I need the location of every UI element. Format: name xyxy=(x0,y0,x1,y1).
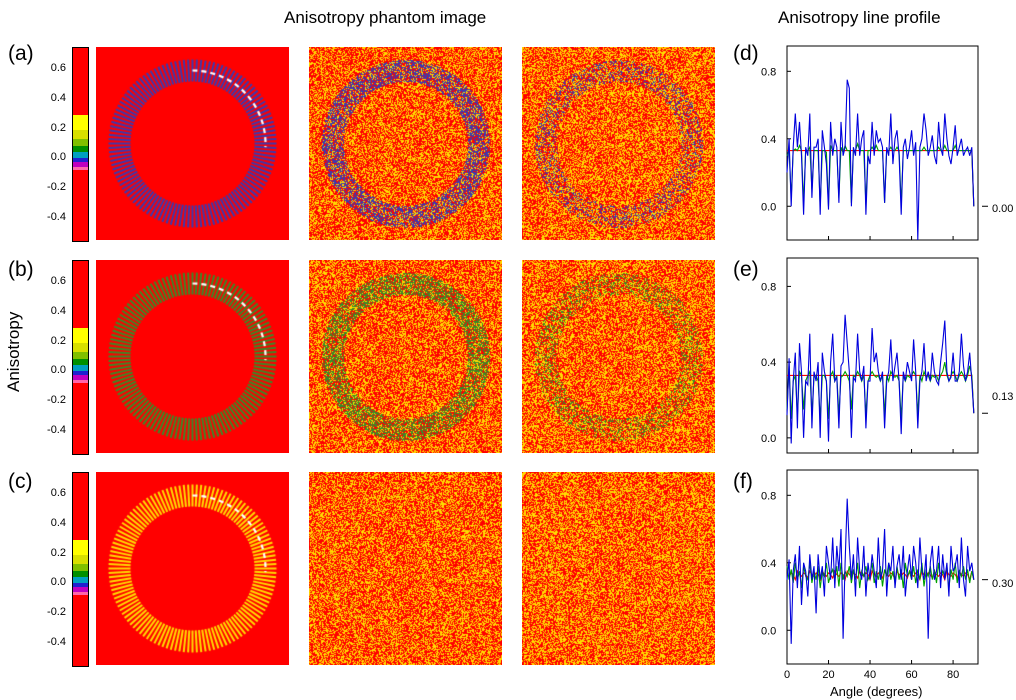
colorbar-tick-label: 0.6 xyxy=(50,275,66,288)
y-tick-label: 0.4 xyxy=(761,558,776,570)
phantom-image-c-noise-high xyxy=(522,472,715,665)
colorbar-tick-label: 0.0 xyxy=(50,576,66,589)
colorbar-tick-label: 0.4 xyxy=(50,304,66,317)
x-tick-label: 60 xyxy=(905,669,917,681)
colorbar-segment xyxy=(73,473,88,540)
colorbar-tick-label: 0.2 xyxy=(50,121,66,134)
colorbar-tick-label: 0.2 xyxy=(50,546,66,559)
colorbar-segment xyxy=(73,570,88,577)
colorbar-segment xyxy=(73,563,88,571)
colorbar-segment xyxy=(73,342,88,352)
colorbar-segment xyxy=(73,554,88,564)
colorbar-tick-label: -0.2 xyxy=(47,394,66,407)
colorbar-segment xyxy=(73,582,88,588)
colorbar-segment xyxy=(73,591,88,595)
panel-label-b: (b) xyxy=(8,258,34,281)
profile-value-e: 0.13 xyxy=(992,391,1014,403)
y-tick-label: 0.0 xyxy=(761,625,776,637)
y-tick-label: 0.8 xyxy=(761,490,776,502)
colorbar-tick-label: 0.4 xyxy=(50,516,66,529)
phantom-image-c-ideal xyxy=(96,472,289,665)
colorbar-tick-label: -0.2 xyxy=(47,606,66,619)
profile-value-f: 0.30 xyxy=(992,578,1014,590)
colorbar xyxy=(72,47,89,242)
colorbar-segment xyxy=(73,573,88,666)
colorbar-segment xyxy=(73,48,88,115)
y-tick-label: 0.8 xyxy=(761,66,776,78)
phantom-image-b-noise-low xyxy=(309,260,502,453)
colorbar-segment xyxy=(73,327,88,343)
panel-label-f: (f) xyxy=(733,470,753,493)
colorbar-segment xyxy=(73,364,88,371)
colorbar-segment xyxy=(73,370,88,376)
y-tick-label: 0.0 xyxy=(761,433,776,445)
colorbar-segment xyxy=(73,576,88,583)
colorbar-tick-label: -0.4 xyxy=(47,423,66,436)
colorbar-segment xyxy=(73,114,88,130)
phantom-image-b-ideal xyxy=(96,260,289,453)
colorbar xyxy=(72,260,89,455)
colorbar-tick-label: 0.4 xyxy=(50,91,66,104)
colorbar-tick-label: 0.6 xyxy=(50,62,66,75)
colorbar-segment xyxy=(73,361,88,454)
x-axis-title: Angle (degrees) xyxy=(830,684,923,699)
series-line xyxy=(786,79,975,241)
panel-label-e: (e) xyxy=(733,258,759,281)
colorbar-segment xyxy=(73,148,88,241)
phantom-image-c-noise-low xyxy=(309,472,502,665)
x-tick-label: 80 xyxy=(947,669,959,681)
colorbar-tick-label: 0.2 xyxy=(50,334,66,347)
plot-frame xyxy=(786,257,979,454)
phantom-image-a-noise-high xyxy=(522,47,715,240)
y-tick-label: 0.4 xyxy=(761,134,776,146)
panel-label-a: (a) xyxy=(8,42,34,65)
profile-value-d: 0.00 xyxy=(992,203,1014,215)
colorbar-segment xyxy=(73,129,88,139)
series-line xyxy=(786,498,975,644)
colorbar-segment xyxy=(73,151,88,158)
colorbar-segment xyxy=(73,539,88,555)
colorbar xyxy=(72,472,89,667)
colorbar-segment xyxy=(73,138,88,146)
x-tick-label: 40 xyxy=(864,669,876,681)
colorbar-tick-label: -0.2 xyxy=(47,181,66,194)
colorbar-tick-label: 0.0 xyxy=(50,364,66,377)
colorbar-segment xyxy=(73,166,88,170)
colorbar-segment xyxy=(73,261,88,328)
y-tick-label: 0.4 xyxy=(761,357,776,369)
colorbar-segment xyxy=(73,162,88,167)
colorbar-tick-label: -0.4 xyxy=(47,210,66,223)
colorbar-segment xyxy=(73,587,88,592)
header-line-profile: Anisotropy line profile xyxy=(778,8,941,27)
plot-frame xyxy=(786,45,979,241)
colorbar-segment xyxy=(73,375,88,380)
colorbar-segment xyxy=(73,379,88,383)
x-tick-label: 0 xyxy=(784,669,790,681)
x-tick-label: 20 xyxy=(822,669,834,681)
colorbar-segment xyxy=(73,351,88,359)
colorbar-segment xyxy=(73,145,88,152)
header-phantom-image: Anisotropy phantom image xyxy=(284,8,487,27)
phantom-image-b-noise-high xyxy=(522,260,715,453)
colorbar-tick-label: 0.0 xyxy=(50,151,66,164)
panel-label-c: (c) xyxy=(8,470,33,493)
colorbar-tick-label: 0.6 xyxy=(50,487,66,500)
panel-label-d: (d) xyxy=(733,42,759,65)
y-tick-label: 0.0 xyxy=(761,201,776,213)
phantom-image-a-noise-low xyxy=(309,47,502,240)
phantom-image-a-ideal xyxy=(96,47,289,240)
y-tick-label: 0.8 xyxy=(761,281,776,293)
series-line xyxy=(786,314,975,444)
colorbar-segment xyxy=(73,358,88,365)
colorbar-tick-label: -0.4 xyxy=(47,635,66,648)
colorbar-segment xyxy=(73,157,88,163)
